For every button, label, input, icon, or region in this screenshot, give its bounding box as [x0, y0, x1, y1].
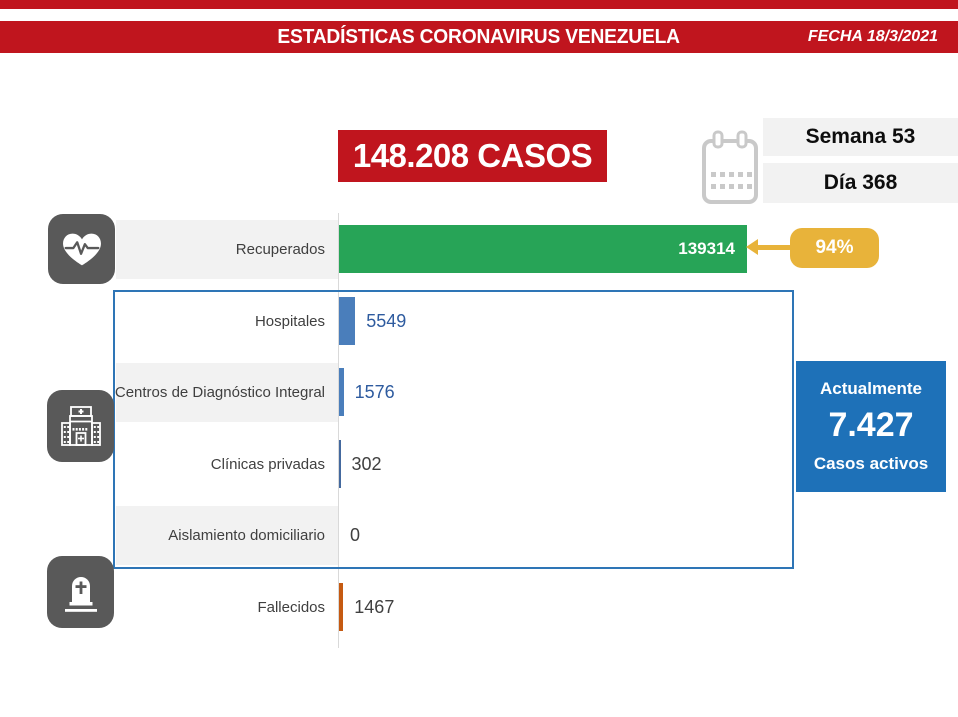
- value-label: 1467: [354, 597, 395, 617]
- recovered-icon-tile: [48, 214, 115, 284]
- page-title: ESTADÍSTICAS CORONAVIRUS VENEZUELA: [277, 25, 681, 48]
- category-cell: Aislamiento domiciliario: [116, 506, 338, 565]
- category-label: Centros de Diagnóstico Integral: [114, 384, 325, 401]
- category-label: Fallecidos: [257, 599, 325, 616]
- bar-clinicas-privadas: [339, 440, 341, 488]
- total-cases-banner: 148.208 CASOS: [338, 130, 607, 182]
- active-cases-box: Actualmente 7.427 Casos activos: [796, 361, 946, 492]
- header-bar: ESTADÍSTICAS CORONAVIRUS VENEZUELA FECHA…: [0, 21, 958, 53]
- day-badge: Día 368: [763, 163, 958, 203]
- active-cases-subtitle: Casos activos: [813, 454, 929, 473]
- top-accent-strip: [0, 0, 958, 9]
- category-label: Aislamiento domiciliario: [168, 527, 325, 544]
- chart-row-centros-diagnostico: Centros de Diagnóstico Integral 1576: [0, 357, 958, 428]
- group-icon-tile: [47, 390, 114, 462]
- chart-row-fallecidos: Fallecidos 1467: [0, 572, 958, 643]
- chart-row-recuperados: Recuperados 139314: [0, 214, 958, 285]
- bar-recuperados: 139314: [339, 225, 747, 273]
- chart-row-clinicas-privadas: Clínicas privadas 302: [0, 429, 958, 500]
- active-cases-title: Actualmente: [819, 379, 923, 398]
- bar-centros-diagnostico: [339, 368, 344, 416]
- recovered-percent-badge: 94%: [790, 228, 879, 268]
- category-label: Hospitales: [254, 313, 325, 330]
- value-label: 302: [351, 454, 382, 474]
- category-cell: Recuperados: [116, 220, 338, 279]
- chart-axis-line: [338, 213, 339, 648]
- date-label: FECHA 18/3/2021: [807, 28, 938, 45]
- bar-fallecidos: [339, 583, 344, 631]
- value-label: 139314: [678, 239, 735, 258]
- value-label: 5549: [366, 311, 407, 331]
- category-cell: Centros de Diagnóstico Integral: [114, 363, 338, 422]
- category-cell: Clínicas privadas: [116, 435, 338, 494]
- tombstone-icon: [64, 577, 97, 612]
- bar-hospitales: [339, 297, 356, 345]
- category-label: Recuperados: [235, 241, 325, 258]
- chart-row-aislamiento: Aislamiento domiciliario 0: [0, 500, 958, 571]
- calendar-icon: [702, 130, 758, 204]
- heart-pulse-icon: [62, 233, 101, 266]
- chart-row-hospitales: Hospitales 5549: [0, 286, 958, 357]
- value-label: 1576: [354, 382, 395, 402]
- value-label: 0: [350, 525, 361, 545]
- category-cell: Hospitales: [116, 292, 338, 351]
- week-badge: Semana 53: [763, 118, 958, 156]
- badge-arrow-head: [746, 239, 758, 255]
- badge-arrow-shaft: [756, 245, 792, 250]
- deceased-icon-tile: [47, 556, 114, 628]
- category-label: Clínicas privadas: [210, 456, 325, 473]
- active-cases-value: 7.427: [828, 406, 914, 444]
- hospital-icon: [60, 406, 101, 446]
- category-cell: Fallecidos: [116, 578, 338, 637]
